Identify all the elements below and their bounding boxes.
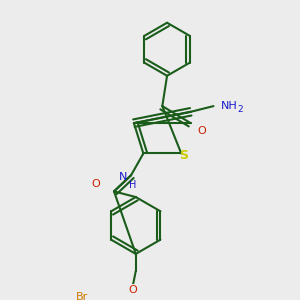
Text: 2: 2 — [237, 105, 243, 114]
Text: N: N — [119, 172, 128, 182]
Text: Br: Br — [75, 292, 88, 300]
Text: O: O — [198, 126, 206, 136]
Text: H: H — [129, 180, 137, 190]
Text: S: S — [179, 149, 188, 162]
Text: NH: NH — [221, 101, 238, 111]
Text: O: O — [129, 285, 137, 295]
Text: O: O — [92, 179, 100, 189]
